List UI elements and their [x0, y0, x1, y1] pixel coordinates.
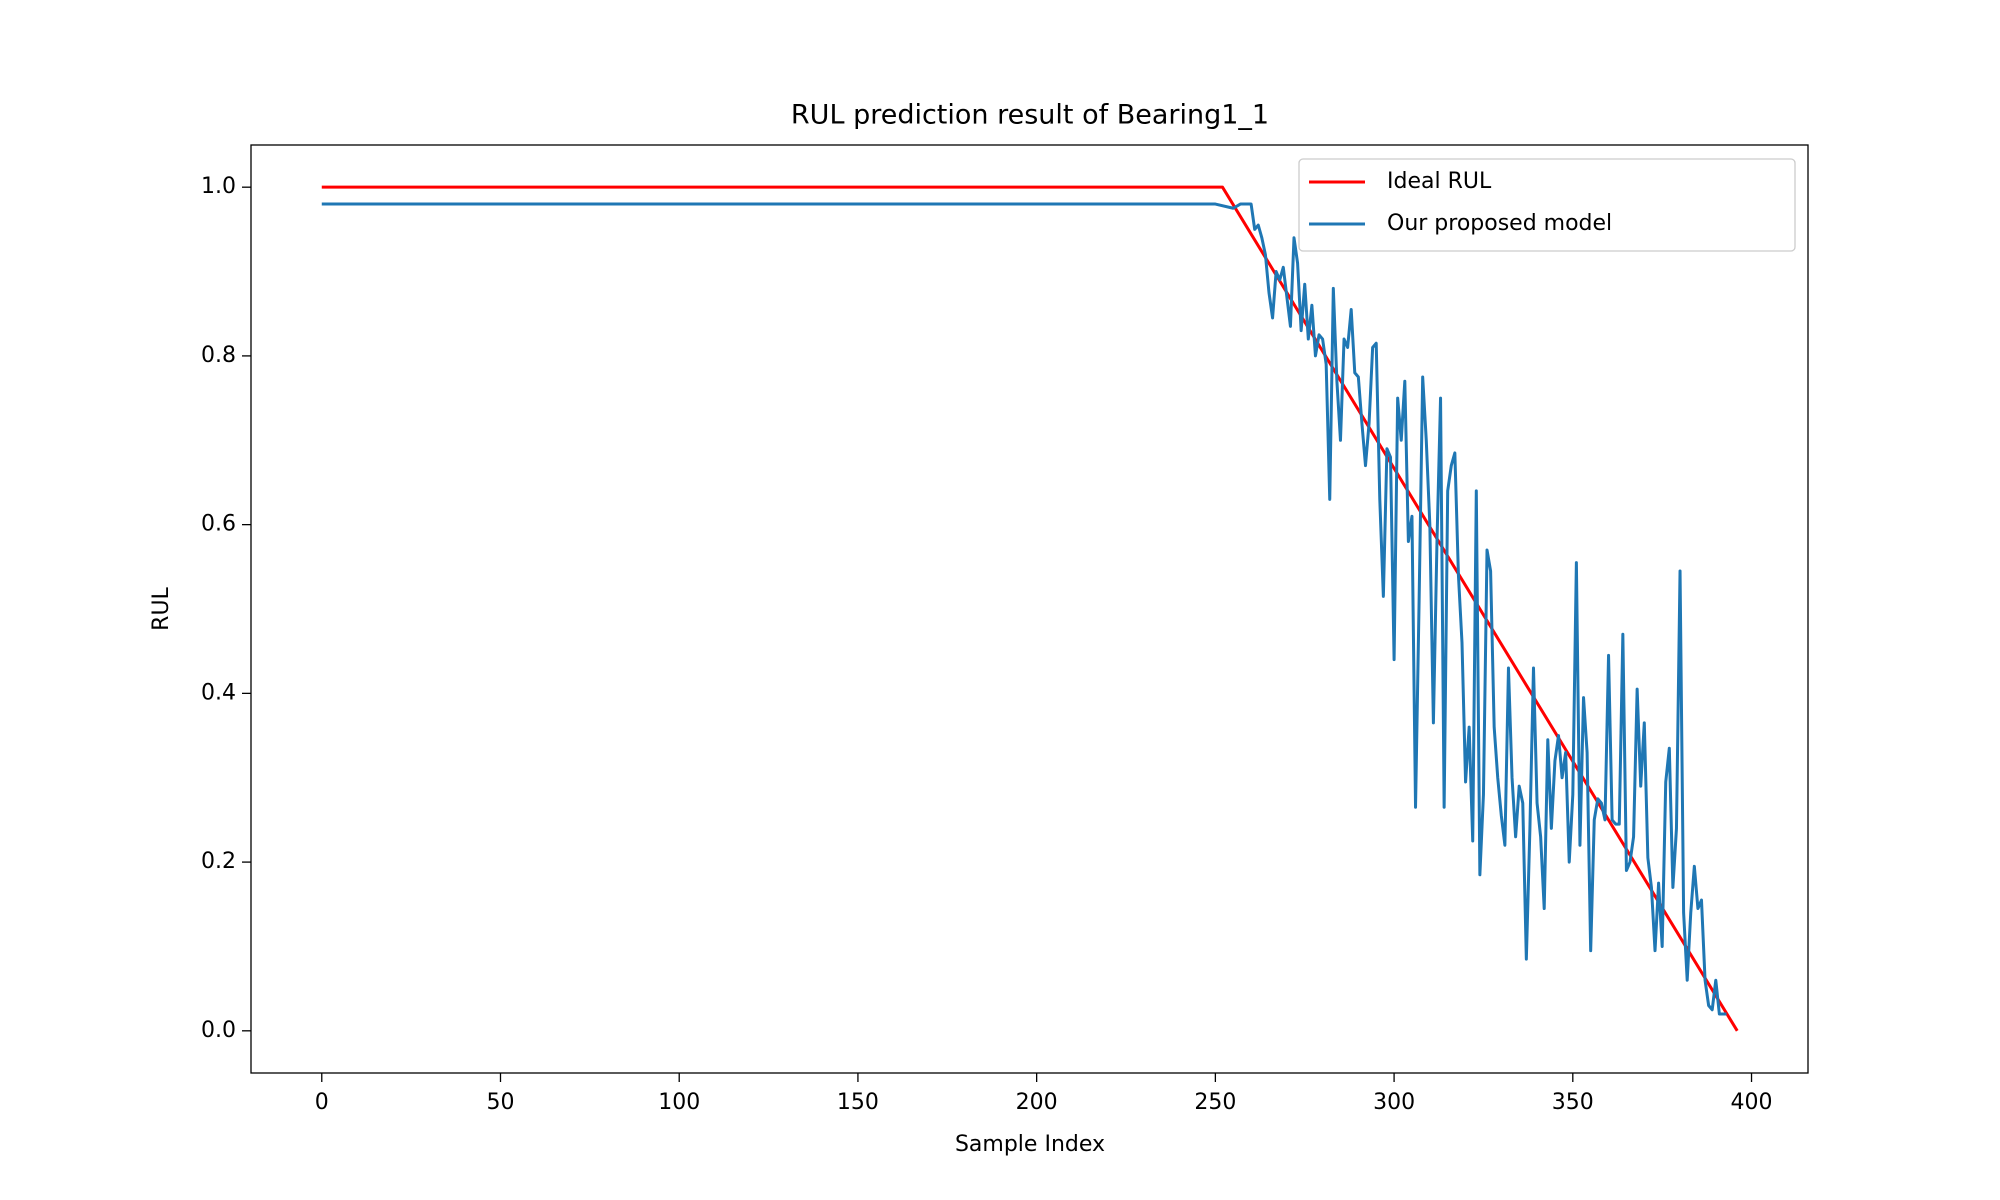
y-tick-label: 0.0 [201, 1018, 236, 1043]
plot-frame [250, 144, 1809, 1074]
y-tick-label: 0.6 [201, 512, 236, 537]
x-tick-label: 400 [1731, 1090, 1773, 1115]
series-line [321, 185, 1739, 1032]
x-tick-label: 150 [837, 1090, 879, 1115]
y-tick-label: 0.8 [201, 343, 236, 368]
y-tick-label: 0.4 [201, 680, 236, 705]
x-tick-label: 50 [486, 1090, 514, 1115]
legend-label: Ideal RUL [1387, 169, 1492, 194]
x-tick-label: 250 [1194, 1090, 1236, 1115]
x-axis-label: Sample Index [955, 1132, 1105, 1157]
chart-title: RUL prediction result of Bearing1_1 [791, 100, 1269, 131]
legend-box [1298, 158, 1796, 252]
y-axis-label: RUL [149, 586, 174, 630]
x-tick-label: 350 [1552, 1090, 1594, 1115]
x-tick-label: 200 [1016, 1090, 1058, 1115]
legend: Ideal RUL Our proposed model [1298, 158, 1796, 252]
x-tick-label: 0 [315, 1090, 329, 1115]
x-tick-label: 300 [1373, 1090, 1415, 1115]
legend-label: Our proposed model [1387, 211, 1612, 236]
series-line [321, 202, 1727, 1016]
y-tick-label: 0.2 [201, 849, 236, 874]
y-tick-label: 1.0 [201, 174, 236, 199]
x-tick-label: 100 [658, 1090, 700, 1115]
